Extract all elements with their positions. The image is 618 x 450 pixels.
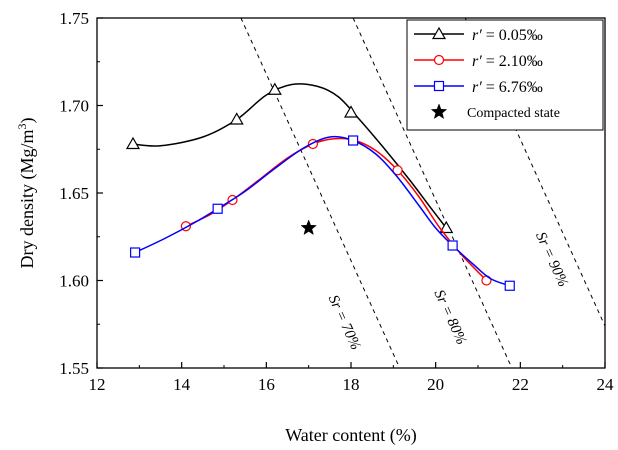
series-2 <box>180 137 492 286</box>
legend-marker-2 <box>433 54 445 66</box>
series-1-point-1 <box>125 136 141 150</box>
series-1-line <box>132 83 447 229</box>
legend-entry-1: r′ = 0.05‰ <box>414 26 543 44</box>
y-tick-label-1: 1.55 <box>59 359 89 378</box>
x-tick-label-1: 12 <box>89 375 106 394</box>
saturation-line-2 <box>352 18 513 368</box>
y-tick-label-4: 1.70 <box>59 97 89 116</box>
series-3-point-2 <box>212 203 223 214</box>
legend-label-2: r′ = 2.10‰ <box>472 53 543 70</box>
legend-marker-compacted-state <box>430 103 448 120</box>
x-axis-title: Water content (%) <box>285 425 416 446</box>
legend-label-value-3: = 6.76‰ <box>482 79 543 96</box>
y-axis-title: Dry density (Mg/m3) <box>15 118 38 269</box>
x-tick-label-5: 20 <box>427 375 444 394</box>
legend-label-symbol-1: r′ <box>472 27 482 44</box>
saturation-line-1 <box>240 18 401 368</box>
legend-entry-3: r′ = 6.76‰ <box>414 79 543 96</box>
legend: r′ = 0.05‰r′ = 2.10‰r′ = 6.76‰Compacted … <box>406 19 604 131</box>
y-axis-title-text: Dry density (Mg/m <box>17 130 38 269</box>
series-1-point-2 <box>229 112 244 125</box>
series-1 <box>125 82 454 234</box>
x-tick-label-4: 18 <box>343 375 360 394</box>
legend-label-3: r′ = 6.76‰ <box>472 79 543 96</box>
legend-marker-1 <box>431 26 447 40</box>
series-3-point-4 <box>447 240 458 251</box>
y-axis: 1.55 1.60 1.65 1.70 1.75 <box>59 9 103 378</box>
series-1-point-5 <box>439 220 454 234</box>
y-axis-title-suffix: ) <box>17 118 38 124</box>
series-2-point-4 <box>392 165 403 176</box>
compacted-state-point <box>300 219 317 236</box>
legend-label-value-1: = 0.05‰ <box>482 27 543 44</box>
x-axis: 12 14 16 18 20 22 24 <box>89 362 615 394</box>
legend-label-symbol-3: r′ <box>472 79 482 96</box>
x-tick-label-6: 22 <box>512 375 529 394</box>
saturation-label-1: Sr = 70% <box>325 293 364 353</box>
x-tick-label-7: 24 <box>597 375 615 394</box>
y-tick-label-2: 1.60 <box>59 272 89 291</box>
y-tick-label-3: 1.65 <box>59 184 89 203</box>
series-1-point-4 <box>343 105 359 118</box>
series-layer <box>125 82 515 291</box>
legend-label-compacted-state: Compacted state <box>467 106 560 121</box>
y-tick-label-5: 1.75 <box>59 9 89 28</box>
saturation-label-2: Sr = 80% <box>431 287 470 347</box>
series-3-point-3 <box>348 135 359 146</box>
series-3-point-5 <box>504 280 515 291</box>
x-tick-label-3: 16 <box>258 375 275 394</box>
legend-label-symbol-2: r′ <box>472 53 482 70</box>
x-tick-label-2: 14 <box>173 375 191 394</box>
legend-entry-2: r′ = 2.10‰ <box>414 53 543 70</box>
series-1-point-3 <box>267 82 282 95</box>
legend-marker-3 <box>433 80 445 92</box>
legend-label-value-2: = 2.10‰ <box>482 53 543 70</box>
series-3-line <box>134 135 511 287</box>
series-3 <box>130 135 515 291</box>
legend-label-1: r′ = 0.05‰ <box>472 27 543 44</box>
series-2-line <box>185 137 488 282</box>
y-axis-title-superscript: 3 <box>15 124 29 130</box>
legend-entry-compacted-state: Compacted state <box>430 103 560 121</box>
series-3-point-1 <box>130 247 141 258</box>
